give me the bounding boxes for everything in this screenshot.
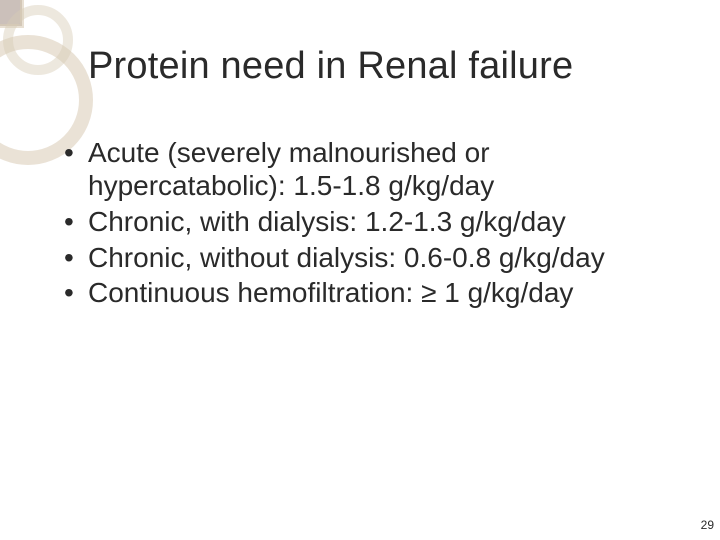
page-number: 29 [701,518,714,532]
slide-container: Protein need in Renal failure Acute (sev… [0,0,720,540]
bullet-item: Acute (severely malnourished or hypercat… [58,136,690,203]
bullet-list: Acute (severely malnourished or hypercat… [58,136,690,310]
bullet-item: Continuous hemofiltration: ≥ 1 g/kg/day [58,276,690,310]
bullet-item: Chronic, without dialysis: 0.6-0.8 g/kg/… [58,241,690,275]
slide-title: Protein need in Renal failure [88,46,690,88]
bullet-item: Chronic, with dialysis: 1.2-1.3 g/kg/day [58,205,690,239]
